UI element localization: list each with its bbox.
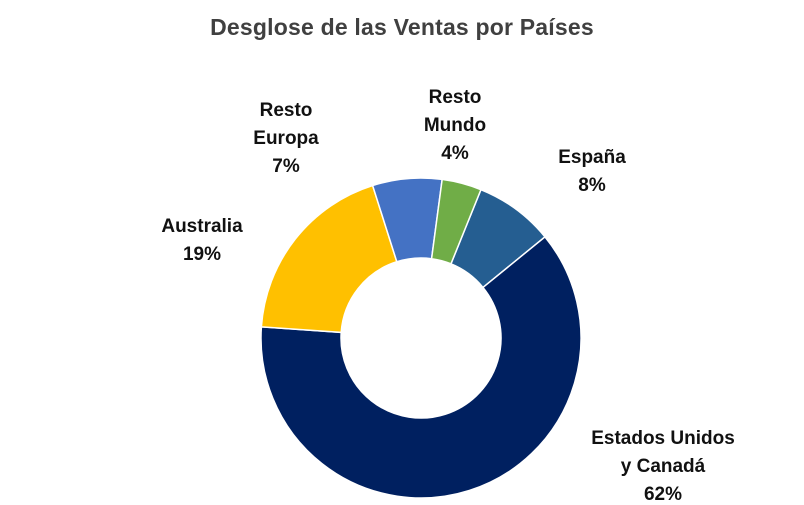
donut-slice-5 <box>430 178 482 265</box>
donut-slice-3 <box>260 184 398 334</box>
data-label-value: 4% <box>441 143 469 164</box>
data-label-value: 7% <box>272 156 300 177</box>
data-label-category: Estados Unidos <box>591 428 735 449</box>
data-label-category: y Canadá <box>621 456 706 477</box>
data-label-2: Estados Unidos y Canadá 62% <box>591 428 735 505</box>
data-label-category: Australia <box>161 216 243 237</box>
data-label-4: Resto Europa 7% <box>253 100 319 177</box>
donut-slice-2 <box>260 235 582 499</box>
data-label-category: España <box>558 147 626 168</box>
data-label-3: Australia 19% <box>161 216 243 265</box>
data-label-category: Europa <box>253 128 319 149</box>
data-label-category: Resto <box>429 87 482 108</box>
data-label-1: España 8% <box>558 147 626 196</box>
data-label-5: Resto Mundo 4% <box>424 87 486 164</box>
data-label-value: 19% <box>183 244 221 265</box>
data-label-category: Mundo <box>424 115 486 136</box>
data-label-value: 62% <box>644 484 682 505</box>
data-label-value: 8% <box>578 175 606 196</box>
data-label-category: Resto <box>260 100 313 121</box>
chart-title: Desglose de las Ventas por Países <box>210 14 594 40</box>
